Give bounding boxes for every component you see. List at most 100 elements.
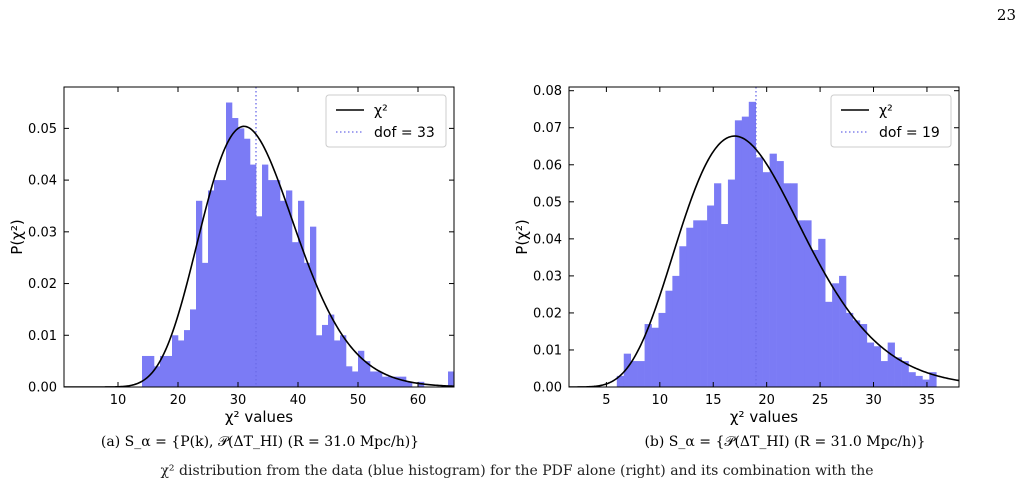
chart-a-bar-11: [208, 190, 215, 387]
chart-b-bar-17: [734, 120, 743, 387]
chart-a-axes-frame: [63, 86, 455, 388]
chart-a-ytick-label-2: 0.02: [28, 277, 57, 292]
chart-b-legend-curve-label: χ²: [879, 103, 893, 119]
chart-b-plot-area: [569, 87, 959, 387]
chart-a-ytick-label-0: 0.00: [28, 381, 57, 396]
chart-a-legend: χ² dof = 33: [325, 94, 447, 148]
chart-b-bar-13: [707, 205, 715, 387]
chart-b-bar-31: [832, 283, 840, 387]
chart-b-chi2-histogram: 5 10 15 20 25 30 35 0.00 0.01 0.02 0.03 0.04 0.05 0.0…: [513, 84, 960, 426]
chart-b-bar-5: [651, 327, 659, 387]
chart-a-bar-36: [358, 350, 365, 387]
chart-b-bar-24: [783, 183, 791, 387]
chart-a-ytick-label-5: 0.05: [28, 122, 57, 137]
chart-a-xtick-label-40: 40: [290, 393, 307, 408]
caption-a: (a) S_α = {P(k), 𝒫(ΔT_HI) (R = 31.0 Mpc/…: [100, 434, 420, 450]
footnote-text: χ² distribution from the data (blue hist…: [160, 463, 874, 479]
chart-a-bar-27: [304, 262, 311, 387]
chart-b-bar-3: [637, 361, 645, 387]
chart-a-bar-43: [400, 376, 407, 387]
chart-a-chi2-histogram: 10 20 30 40 50 60 0.00 0.01 0.02 0.03 0.04 0.05 χ² v…: [8, 86, 455, 426]
chart-b-bar-25: [790, 183, 798, 387]
chart-b-bar-38: [880, 361, 888, 387]
chart-a-bar-35: [352, 371, 359, 387]
chart-a-xtick-label-10: 10: [110, 393, 127, 408]
chart-b-bar-27: [804, 220, 812, 387]
chart-b-bar-29: [818, 238, 826, 387]
chart-b-bar-21: [762, 172, 770, 387]
chart-b-ytick-label-7: 0.07: [533, 121, 562, 136]
chart-b-legend-dof-label: dof = 19: [879, 125, 940, 141]
chart-b-bar-0: [616, 375, 625, 387]
chart-b-xtick-label-35: 35: [919, 393, 936, 408]
page-number: 23: [996, 6, 1016, 24]
chart-b-xtick-label-20: 20: [758, 393, 775, 408]
chart-b-bar-9: [679, 246, 687, 387]
caption-b: (b) S_α = {𝒫(ΔT_HI) (R = 31.0 Mpc/h)}: [644, 434, 926, 450]
chart-b-bar-44: [922, 379, 930, 387]
chart-a-bar-12: [214, 180, 221, 387]
chart-b-bar-41: [901, 361, 909, 387]
chart-a-bar-42: [394, 376, 401, 387]
chart-b-bar-34: [852, 320, 861, 387]
chart-a-bar-34: [346, 366, 353, 387]
chart-a-bar-20: [262, 164, 269, 387]
chart-a-bar-33: [340, 335, 347, 387]
chart-b-bar-30: [825, 301, 833, 387]
chart-a-bar-4: [166, 355, 173, 387]
chart-b-bar-43: [915, 375, 923, 387]
chart-b-ytick-label-4: 0.04: [533, 232, 562, 247]
chart-a-xlabel: χ² values: [225, 408, 293, 426]
chart-b-bar-35: [859, 324, 868, 387]
chart-a-bar-21: [268, 180, 275, 387]
chart-b-ytick-label-0: 0.00: [533, 381, 562, 396]
chart-b-bar-40: [894, 357, 902, 387]
chart-b-xtick-label-5: 5: [602, 393, 610, 408]
chart-a-plot-area: [64, 87, 454, 387]
chart-b-xtick-label-25: 25: [812, 393, 829, 408]
chart-a-bar-15: [232, 118, 239, 387]
chart-a-bar-29: [316, 335, 323, 387]
chart-b-bar-26: [797, 220, 805, 387]
chart-a-bar-30: [322, 324, 329, 387]
chart-b-ytick-label-1: 0.01: [533, 343, 562, 358]
chart-a-bar-32: [334, 340, 341, 387]
chart-b-ytick-label-2: 0.02: [533, 306, 562, 321]
chart-b-bar-6: [658, 312, 666, 387]
chart-a-bar-31: [328, 314, 335, 387]
chart-a-bar-37: [364, 361, 371, 387]
chart-b-bar-7: [665, 290, 673, 387]
chart-b-bar-37: [873, 346, 882, 387]
chart-a-bar-24: [286, 190, 293, 387]
chart-b-bar-1: [623, 353, 632, 387]
chart-a-legend-curve-label: χ²: [374, 103, 388, 119]
chart-a-bar-28: [310, 226, 317, 387]
chart-a-bar-1: [148, 355, 155, 387]
chart-a-bar-41: [388, 376, 395, 387]
chart-a-bar-26: [298, 200, 305, 387]
chart-a-bar-0: [142, 355, 149, 387]
chart-b-bar-32: [839, 275, 847, 387]
chart-a-bar-22: [274, 180, 281, 387]
chart-a-bar-18: [250, 164, 257, 387]
chart-b-ytick-label-8: 0.08: [533, 84, 562, 99]
chart-b-bar-36: [866, 342, 875, 387]
chart-b-xtick-label-10: 10: [652, 393, 669, 408]
chart-b-bar-12: [700, 220, 708, 387]
chart-a-bar-5: [172, 335, 179, 387]
chart-a-ytick-label-3: 0.03: [28, 225, 57, 240]
chart-a-bar-6: [178, 340, 185, 387]
chart-b-xtick-label-30: 30: [865, 393, 882, 408]
chart-b-bar-16: [727, 179, 736, 387]
chart-b-bar-20: [755, 157, 763, 387]
chart-a-bar-2: [154, 366, 161, 387]
chart-a-xtick-label-50: 50: [350, 393, 367, 408]
chart-b-axes-frame: [568, 86, 960, 388]
chart-b-bar-22: [769, 153, 777, 387]
chart-b-xlabel: χ² values: [730, 408, 798, 426]
chart-a-bar-40: [382, 376, 389, 387]
chart-a-bar-39: [376, 371, 383, 387]
chart-b-bar-42: [908, 372, 916, 387]
chart-b-xtick-label-15: 15: [705, 393, 722, 408]
chart-a-xtick-label-20: 20: [170, 393, 187, 408]
